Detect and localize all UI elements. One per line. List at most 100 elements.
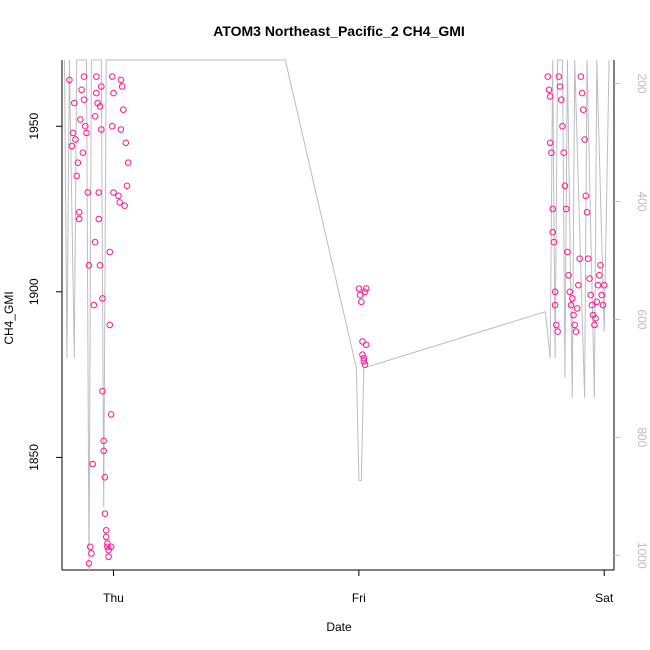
data-point — [73, 172, 80, 180]
data-point — [99, 387, 106, 395]
data-point — [362, 341, 370, 349]
data-point — [74, 159, 82, 166]
data-point — [101, 510, 109, 518]
y-axis-label: CH4_GMI — [2, 291, 16, 344]
x-tick-label: Thu — [103, 591, 124, 605]
data-point — [104, 540, 111, 547]
data-point — [587, 291, 595, 299]
data-point — [91, 238, 99, 246]
data-point — [359, 338, 366, 345]
data-point — [99, 295, 106, 302]
data-point — [550, 238, 558, 246]
data-point — [106, 248, 114, 256]
data-point — [84, 189, 92, 196]
data-point — [556, 83, 564, 90]
data-point — [575, 281, 582, 289]
data-point — [115, 192, 122, 200]
data-point — [362, 285, 370, 292]
x-axis-ticks: Thu Fri Sat — [103, 570, 614, 605]
data-point — [101, 474, 109, 481]
data-point — [546, 139, 554, 147]
data-point — [75, 215, 83, 223]
data-point — [356, 291, 364, 299]
data-point — [98, 126, 105, 133]
data-point — [597, 262, 604, 269]
x-axis-label: Date — [326, 620, 352, 634]
data-point — [80, 73, 88, 80]
data-point — [121, 202, 128, 209]
data-point — [116, 199, 123, 206]
data-point — [102, 527, 110, 534]
chart-title: ATOM3 Northeast_Pacific_2 CH4_GMI — [213, 23, 465, 39]
data-point — [96, 103, 104, 110]
data-point — [68, 142, 76, 150]
data-point — [580, 106, 587, 113]
right-tick-label: 400 — [635, 191, 649, 211]
data-point — [120, 106, 127, 113]
data-point — [110, 89, 117, 97]
data-point — [110, 189, 117, 196]
plot-frame — [61, 60, 615, 571]
data-point — [600, 281, 608, 289]
data-point — [588, 301, 596, 309]
data-point — [581, 136, 588, 143]
data-point — [561, 182, 569, 190]
data-point — [549, 205, 557, 213]
data-point — [573, 305, 581, 312]
data-point — [591, 321, 598, 329]
data-point — [567, 301, 575, 309]
right-tick-label: 600 — [635, 309, 649, 329]
data-point — [91, 113, 99, 120]
right-tick-label: 1000 — [635, 542, 649, 569]
data-point — [360, 354, 368, 362]
data-point — [90, 301, 98, 309]
data-point — [82, 122, 89, 130]
data-point — [551, 288, 559, 296]
data-point — [578, 89, 586, 97]
data-point — [93, 89, 100, 97]
data-point — [105, 553, 112, 561]
data-point — [592, 315, 599, 322]
data-point — [124, 159, 132, 166]
data-point — [582, 192, 590, 200]
data-point — [546, 93, 554, 100]
data-point — [85, 262, 93, 269]
x-tick-label: Fri — [352, 591, 366, 605]
data-point — [102, 533, 110, 541]
data-point — [570, 311, 577, 319]
y-tick-label: 1900 — [27, 278, 41, 305]
data-point — [566, 288, 574, 296]
data-point — [584, 255, 592, 263]
data-point — [96, 262, 104, 269]
data-point — [78, 86, 85, 94]
data-point — [66, 76, 73, 84]
data-point — [106, 321, 114, 329]
data-point — [553, 321, 560, 329]
data-point — [598, 291, 606, 299]
data-point — [89, 460, 96, 468]
data-point — [100, 437, 107, 445]
data-point — [88, 550, 95, 557]
data-point — [109, 122, 116, 130]
data-point — [107, 543, 115, 551]
data-point — [71, 99, 78, 107]
data-point — [85, 560, 93, 567]
data-point — [551, 301, 559, 309]
data-point — [564, 248, 571, 256]
data-point — [80, 96, 88, 103]
data-point — [572, 328, 580, 335]
data-point — [594, 281, 602, 289]
y-tick-label: 1850 — [27, 444, 41, 471]
data-point — [104, 543, 111, 551]
data-point — [107, 411, 115, 418]
data-point — [118, 83, 126, 90]
data-point — [545, 86, 553, 94]
data-point — [93, 73, 100, 80]
data-point — [559, 122, 566, 130]
data-point — [86, 543, 94, 551]
data-points — [66, 73, 608, 567]
data-point — [98, 83, 105, 90]
data-point — [72, 136, 79, 143]
data-point — [361, 288, 369, 296]
data-point — [360, 358, 368, 365]
